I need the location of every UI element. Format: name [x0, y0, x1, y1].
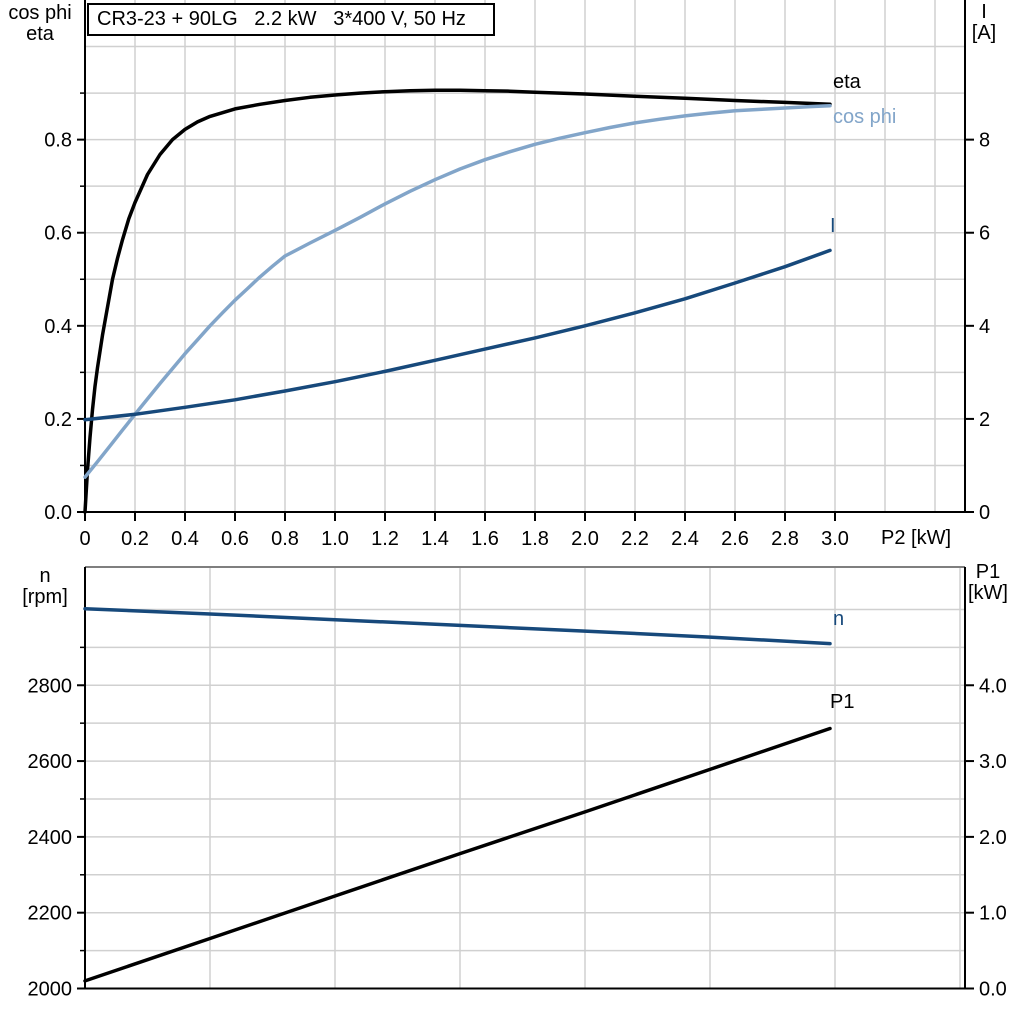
- eta-curve-label: eta: [833, 71, 861, 93]
- speed-curve-label: n: [833, 608, 845, 630]
- right-tick-label: 2.0: [979, 827, 1007, 849]
- x-tick-label: 2.2: [621, 528, 649, 550]
- p1-axis-title: P1: [975, 561, 1001, 583]
- speed-axis-title: n: [39, 565, 51, 587]
- right-tick-label: 1.0: [979, 903, 1007, 925]
- cos-phi-curve-label: cos phi: [833, 106, 897, 128]
- x-tick-label: 3.0: [821, 528, 849, 550]
- right-tick-label: 3.0: [979, 751, 1007, 773]
- top-left-axis-title: cos phi eta: [0, 3, 80, 45]
- left-tick-label: 2800: [28, 675, 73, 697]
- top-right-axis-title: I [A]: [958, 2, 1010, 44]
- right-tick-label: 2: [979, 409, 990, 431]
- bottom-left-axis-title: n [rpm]: [8, 566, 82, 608]
- cos-phi-axis-title: cos phi: [8, 2, 72, 24]
- x-tick-label: 0.8: [271, 528, 299, 550]
- right-tick-label: 8: [979, 130, 990, 152]
- kw-unit-label: [kW]: [968, 582, 1008, 604]
- left-tick-label: 0.2: [44, 409, 72, 431]
- x-tick-label: 0.2: [121, 528, 149, 550]
- x-tick-label: 1.2: [371, 528, 399, 550]
- bottom-right-axis-title: P1 [kW]: [956, 562, 1020, 604]
- x-tick-label: 2.0: [571, 528, 599, 550]
- x-tick-label: 0.4: [171, 528, 199, 550]
- x-tick-label: 0.6: [221, 528, 249, 550]
- series-cos-phi: [83, 103, 832, 479]
- x-tick-label: 1.8: [521, 528, 549, 550]
- left-tick-label: 2000: [28, 979, 73, 1001]
- p1-curve-label: P1: [830, 691, 855, 713]
- right-tick-label: 0.0: [979, 979, 1007, 1001]
- x-tick-label: 2.8: [771, 528, 799, 550]
- x-tick-label: 2.6: [721, 528, 749, 550]
- x-tick-label: 2.4: [671, 528, 699, 550]
- left-tick-label: 0.4: [44, 316, 72, 338]
- left-tick-label: 2400: [28, 827, 73, 849]
- series-P1: [83, 726, 832, 983]
- series-n: [83, 606, 832, 646]
- x-tick-label: 1.4: [421, 528, 449, 550]
- chart-title: CR3-23 + 90LG 2.2 kW 3*400 V, 50 Hz: [97, 8, 466, 30]
- ampere-unit-label: [A]: [971, 22, 997, 44]
- left-tick-label: 0.8: [44, 130, 72, 152]
- series-eta: [83, 88, 832, 514]
- left-tick-label: 0.6: [44, 223, 72, 245]
- left-tick-label: 2200: [28, 903, 73, 925]
- current-curve-label: I: [830, 215, 836, 237]
- x-axis-title: P2 [kW]: [881, 527, 952, 549]
- rpm-unit-label: [rpm]: [22, 586, 68, 608]
- x-tick-label: 0: [79, 528, 90, 550]
- right-tick-label: 0: [979, 502, 990, 524]
- current-axis-title: I: [981, 1, 987, 23]
- left-tick-label: 0.0: [44, 502, 72, 524]
- left-tick-label: 2600: [28, 751, 73, 773]
- right-tick-label: 4.0: [979, 675, 1007, 697]
- right-tick-label: 4: [979, 316, 990, 338]
- series-I: [83, 248, 832, 422]
- chart-title-box: CR3-23 + 90LG 2.2 kW 3*400 V, 50 Hz: [87, 3, 495, 36]
- right-tick-label: 6: [979, 223, 990, 245]
- eta-axis-title: eta: [26, 23, 54, 45]
- x-tick-label: 1.6: [471, 528, 499, 550]
- x-tick-label: 1.0: [321, 528, 349, 550]
